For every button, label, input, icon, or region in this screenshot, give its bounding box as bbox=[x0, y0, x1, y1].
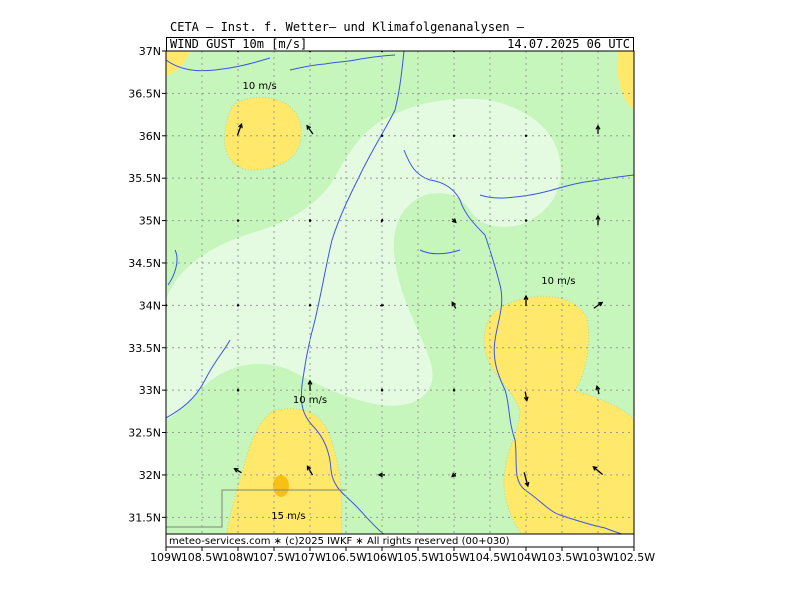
lat-tick-label: 34N bbox=[139, 299, 161, 312]
map-field-layer bbox=[166, 51, 634, 547]
river-gila bbox=[167, 249, 178, 286]
lat-lon-grid bbox=[166, 51, 634, 547]
map-title: CETA – Inst. f. Wetter– und Klimafolgena… bbox=[170, 20, 525, 34]
wind-arrow bbox=[306, 124, 314, 135]
contour-label: 10 m/s bbox=[242, 81, 276, 92]
lat-tick-label: 36.5N bbox=[128, 87, 161, 100]
contour-label: 10 m/s bbox=[541, 276, 575, 287]
lon-tick-label: 103W bbox=[582, 551, 614, 564]
gust-area-over-15 bbox=[273, 475, 289, 497]
wind-arrow bbox=[380, 218, 384, 223]
longitude-axis: 109W108.5W108W107.5W107W106.5W106W105.5W… bbox=[150, 547, 655, 564]
lat-tick-label: 32N bbox=[139, 469, 161, 482]
lon-tick-label: 106W bbox=[366, 551, 398, 564]
footer-bar bbox=[165, 533, 635, 548]
lon-tick-label: 109W bbox=[150, 551, 182, 564]
wind-arrow bbox=[308, 219, 312, 223]
wind-arrow bbox=[523, 472, 530, 488]
lon-tick-label: 105W bbox=[438, 551, 470, 564]
lon-tick-label: 108W bbox=[222, 551, 254, 564]
lon-tick-label: 104W bbox=[510, 551, 542, 564]
lon-tick-label: 107W bbox=[294, 551, 326, 564]
lat-tick-label: 31.5N bbox=[128, 511, 161, 524]
river-chama bbox=[289, 54, 396, 71]
wind-arrow bbox=[524, 219, 528, 222]
wind-arrow bbox=[451, 472, 457, 478]
map-header-bar: WIND_GUST_10m_[m/s] 14.07.2025 06 UTC bbox=[166, 37, 634, 51]
wind-arrow bbox=[523, 391, 529, 402]
wind-arrow bbox=[233, 468, 242, 474]
lat-tick-label: 32.5N bbox=[128, 427, 161, 440]
wind-arrow bbox=[523, 294, 529, 307]
valid-time: 14.07.2025 06 UTC bbox=[507, 37, 630, 51]
contour-label: 10 m/s bbox=[293, 395, 327, 406]
wind-arrow bbox=[236, 388, 240, 392]
lon-tick-label: 106.5W bbox=[325, 551, 367, 564]
gust-area-10-15-east bbox=[484, 296, 634, 547]
river-puerco bbox=[166, 339, 231, 419]
river-hondo bbox=[419, 249, 461, 255]
wind-arrow bbox=[451, 301, 457, 309]
footer-credit: meteo-services.com ∗ (c)2025 IWKF ∗ All … bbox=[169, 536, 510, 547]
wind-arrow bbox=[524, 134, 528, 137]
lon-tick-label: 103.5W bbox=[541, 551, 583, 564]
river-sanjuan bbox=[166, 57, 271, 72]
wind-arrow bbox=[595, 384, 601, 395]
wind-arrow bbox=[379, 304, 385, 307]
lon-tick-label: 105.5W bbox=[397, 551, 439, 564]
wind-arrow bbox=[307, 379, 313, 391]
lat-tick-label: 35.5N bbox=[128, 172, 161, 185]
wind-arrow bbox=[452, 134, 456, 137]
field-label: WIND_GUST_10m_[m/s] bbox=[170, 37, 308, 51]
gust-area-under-5 bbox=[166, 98, 561, 420]
wind-arrow bbox=[380, 388, 384, 392]
wind-arrow bbox=[593, 301, 604, 309]
gust-area-10-15-northeast-corner bbox=[617, 51, 634, 110]
wind-arrow bbox=[451, 218, 457, 224]
lat-tick-label: 33.5N bbox=[128, 342, 161, 355]
lat-tick-label: 37N bbox=[139, 45, 161, 58]
wind-arrow bbox=[236, 304, 240, 307]
wind-arrow bbox=[236, 122, 243, 136]
wind-arrow bbox=[308, 304, 312, 307]
wind-arrow bbox=[592, 465, 604, 476]
wind-arrow bbox=[236, 219, 240, 222]
lat-tick-label: 36N bbox=[139, 130, 161, 143]
lon-tick-label: 108.5W bbox=[181, 551, 223, 564]
contour-lines bbox=[223, 96, 634, 547]
wind-arrow bbox=[377, 472, 385, 478]
latitude-axis: 37N 36.5N 36N 35.5N 35N 34.5N 34N 33.5N 33N 32.5N… bbox=[128, 45, 166, 524]
river-rio-grande bbox=[300, 51, 405, 547]
wind-arrow bbox=[595, 124, 601, 134]
river-pecos bbox=[403, 149, 634, 539]
gust-area-10-15-northwest bbox=[224, 97, 302, 171]
lat-tick-label: 34.5N bbox=[128, 257, 161, 270]
rivers bbox=[166, 51, 634, 547]
lat-tick-label: 33N bbox=[139, 384, 161, 397]
river-canadian bbox=[479, 174, 634, 199]
wind-arrow bbox=[452, 388, 456, 392]
wind-arrows bbox=[166, 51, 604, 488]
wind-arrow bbox=[380, 134, 384, 137]
wind-arrow bbox=[595, 214, 601, 226]
borders bbox=[166, 489, 345, 528]
wind-arrow bbox=[306, 465, 314, 476]
contour-label: 15 m/s bbox=[271, 511, 305, 522]
contour-labels: 10 m/s 10 m/s 10 m/s 15 m/s bbox=[242, 81, 575, 522]
lon-tick-label: 102.5W bbox=[613, 551, 655, 564]
lon-tick-label: 107.5W bbox=[253, 551, 295, 564]
gust-area-10-15-northwest-corner bbox=[166, 51, 190, 76]
lon-tick-label: 104.5W bbox=[469, 551, 511, 564]
lat-tick-label: 35N bbox=[139, 215, 161, 228]
